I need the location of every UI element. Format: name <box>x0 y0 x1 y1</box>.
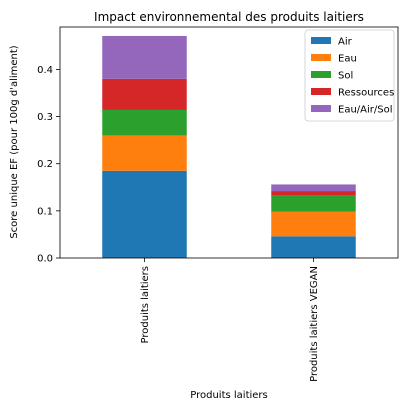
bar-segment <box>102 135 187 171</box>
legend-swatch <box>311 37 331 44</box>
x-tick-label: Produits laitiers <box>140 266 151 344</box>
legend: Air Eau Sol Ressources Eau/Air/Sol <box>304 29 395 122</box>
bar-segment <box>102 78 187 110</box>
bar-segment <box>102 35 187 79</box>
legend-swatch <box>311 105 331 112</box>
bar-segment <box>271 211 356 237</box>
y-tick-label: 0.1 <box>37 206 53 217</box>
x-tick-label: Produits laitiers VEGAN <box>309 266 320 382</box>
bar-segment <box>102 109 187 136</box>
bar-segment <box>271 195 356 212</box>
plot-area <box>102 35 356 258</box>
plot-frame <box>59 26 399 259</box>
legend-swatch <box>311 54 331 61</box>
legend-label: Ressources <box>338 88 394 99</box>
bar-segment <box>271 191 356 196</box>
legend-label: Eau/Air/Sol <box>338 105 393 116</box>
legend-label: Air <box>338 37 353 48</box>
bar-segment <box>102 170 187 258</box>
legend-box <box>304 29 395 122</box>
legend-label: Eau <box>338 54 357 65</box>
bar-segment <box>271 236 356 258</box>
legend-swatch <box>311 71 331 78</box>
y-axis: 0.0 0.1 0.2 0.3 0.4 <box>37 65 60 265</box>
y-tick-label: 0.3 <box>37 112 53 123</box>
bar-segment <box>271 184 356 192</box>
x-axis-label: Produits laitiers <box>190 390 268 401</box>
chart-title: Impact environnemental des produits lait… <box>94 10 364 24</box>
x-axis: Produits laitiers Produits laitiers VEGAN <box>140 258 320 382</box>
y-tick-label: 0.2 <box>37 159 53 170</box>
legend-swatch <box>311 88 331 95</box>
y-axis-label: Score unique EF (pour 100g d'aliment) <box>9 45 20 238</box>
y-tick-label: 0.4 <box>37 65 53 76</box>
y-tick-label: 0.0 <box>37 254 53 265</box>
legend-label: Sol <box>338 71 353 82</box>
